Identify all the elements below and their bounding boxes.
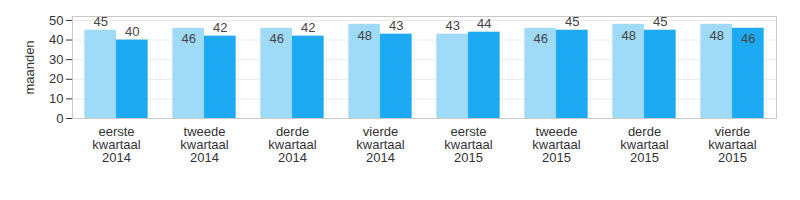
svg-text:46: 46 [269, 31, 283, 46]
svg-text:48: 48 [357, 28, 371, 43]
svg-text:48: 48 [709, 28, 723, 43]
svg-text:0: 0 [56, 111, 63, 126]
svg-text:42: 42 [301, 20, 315, 35]
svg-text:40: 40 [125, 24, 139, 39]
svg-text:44: 44 [477, 16, 491, 31]
svg-text:43: 43 [389, 18, 403, 33]
svg-text:10: 10 [49, 91, 63, 106]
svg-text:eerstekwartaal2014: eerstekwartaal2014 [92, 124, 141, 165]
svg-text:46: 46 [741, 31, 755, 46]
svg-text:vierdekwartaal2014: vierdekwartaal2014 [356, 124, 405, 165]
svg-text:tweedekwartaal2015: tweedekwartaal2015 [532, 124, 581, 165]
svg-text:eerstekwartaal2015: eerstekwartaal2015 [444, 124, 493, 165]
svg-text:derdekwartaal2015: derdekwartaal2015 [620, 124, 669, 165]
svg-text:43: 43 [445, 18, 459, 33]
svg-text:45: 45 [653, 14, 667, 29]
svg-text:46: 46 [181, 31, 195, 46]
svg-text:30: 30 [49, 52, 63, 67]
svg-text:45: 45 [565, 14, 579, 29]
svg-text:vierdekwartaal2015: vierdekwartaal2015 [708, 124, 757, 165]
svg-text:derdekwartaal2014: derdekwartaal2014 [268, 124, 317, 165]
svg-text:40: 40 [49, 32, 63, 47]
svg-text:46: 46 [533, 31, 547, 46]
svg-text:maanden: maanden [22, 40, 37, 94]
svg-text:42: 42 [213, 20, 227, 35]
svg-text:20: 20 [49, 71, 63, 86]
svg-text:50: 50 [49, 13, 63, 28]
svg-text:tweedekwartaal2014: tweedekwartaal2014 [180, 124, 229, 165]
svg-text:45: 45 [93, 14, 107, 29]
svg-text:48: 48 [621, 28, 635, 43]
